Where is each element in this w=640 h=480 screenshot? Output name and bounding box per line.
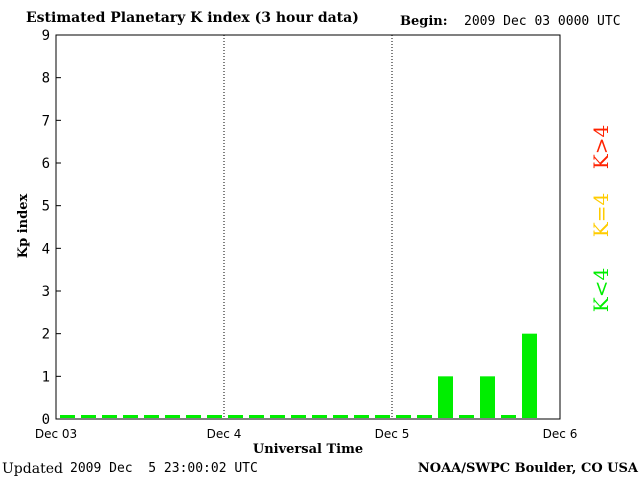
updated-label: Updated <box>2 461 63 477</box>
y-tick-label: 5 <box>42 199 50 215</box>
kp-bar <box>480 376 495 418</box>
kp-bar <box>81 415 96 418</box>
x-axis-ticks: Dec 03 Dec 4 Dec 5 Dec 6 <box>35 427 577 441</box>
y-tick-label: 0 <box>42 412 50 428</box>
chart-grid <box>223 35 393 419</box>
kp-bar <box>375 415 390 418</box>
kp-bar <box>102 415 117 418</box>
y-tick-label: 3 <box>42 284 50 300</box>
kp-bar <box>459 415 474 418</box>
kp-bar <box>165 415 180 418</box>
plot-frame <box>55 34 561 420</box>
kp-bar <box>417 415 432 418</box>
kp-bar <box>291 415 306 418</box>
kp-bar <box>522 333 537 418</box>
kp-bar <box>333 415 348 418</box>
kp-bar <box>438 376 453 418</box>
kp-bar <box>60 415 75 418</box>
credit-text: NOAA/SWPC Boulder, CO USA <box>417 461 638 476</box>
x-tick-label: Dec 03 <box>35 427 77 441</box>
chart-bars <box>60 333 537 418</box>
kp-bar <box>186 415 201 418</box>
y-tick-label: 7 <box>42 113 50 129</box>
kp-bar <box>396 415 411 418</box>
y-tick-label: 4 <box>42 241 50 257</box>
legend-mid: K=4 <box>589 193 613 237</box>
begin-timestamp: 2009 Dec 03 0000 UTC <box>464 14 621 29</box>
x-axis-title: Universal Time <box>253 442 363 457</box>
x-tick-label: Dec 5 <box>375 427 410 441</box>
kp-bar <box>123 415 138 418</box>
kp-bar <box>228 415 243 418</box>
y-tick-label: 2 <box>42 327 50 343</box>
y-tick-label: 6 <box>42 156 50 172</box>
kp-bar <box>144 415 159 418</box>
updated-timestamp: 2009 Dec 5 23:00:02 UTC <box>70 461 258 476</box>
kp-bar <box>207 415 222 418</box>
kp-bar <box>312 415 327 418</box>
kp-bar <box>501 415 516 418</box>
y-axis-ticks: 0 1 2 3 4 5 6 7 8 9 <box>42 28 61 428</box>
y-tick-label: 1 <box>42 369 50 385</box>
begin-label: Begin: <box>400 14 448 29</box>
kp-bar <box>270 415 285 418</box>
y-tick-label: 8 <box>42 71 50 87</box>
y-axis-title: Kp index <box>16 194 31 259</box>
chart-title: Estimated Planetary K index (3 hour data… <box>26 10 359 26</box>
x-tick-label: Dec 4 <box>207 427 242 441</box>
legend-low: K<4 <box>589 268 613 312</box>
legend-high: K>4 <box>589 125 613 169</box>
x-tick-label: Dec 6 <box>543 427 578 441</box>
kp-bar <box>354 415 369 418</box>
kp-bar <box>249 415 264 418</box>
y-tick-label: 9 <box>42 28 50 44</box>
